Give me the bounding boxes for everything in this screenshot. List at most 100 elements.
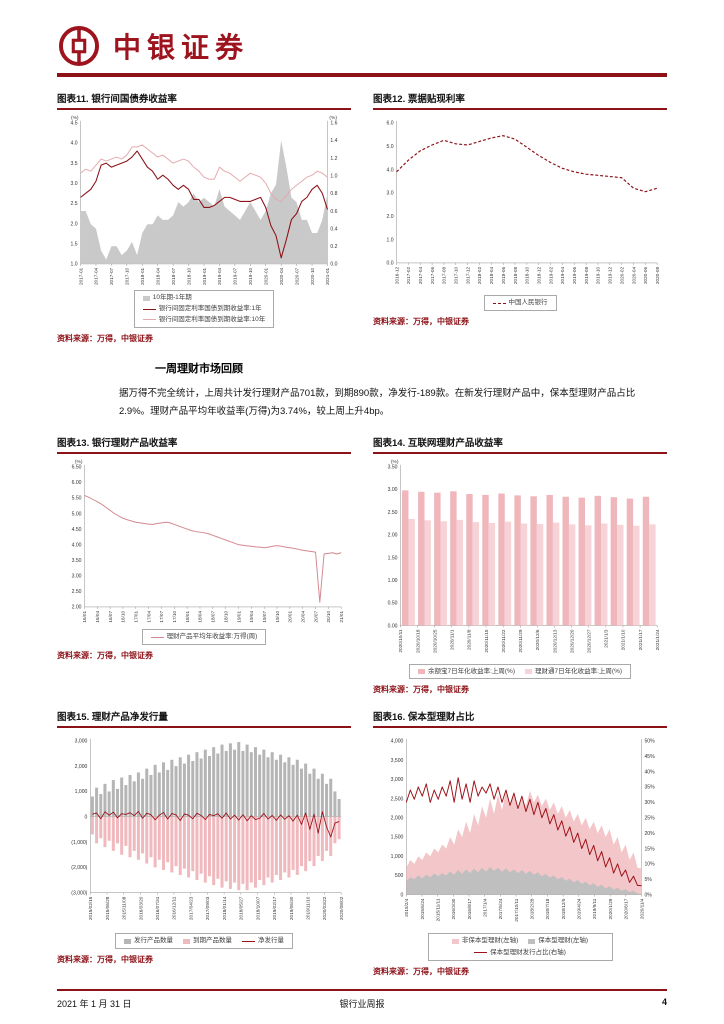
svg-text:2020-04: 2020-04 xyxy=(279,267,284,285)
svg-text:3.50: 3.50 xyxy=(72,558,82,564)
svg-text:0.0: 0.0 xyxy=(330,262,337,268)
svg-text:500: 500 xyxy=(395,873,404,879)
svg-text:1.0: 1.0 xyxy=(330,173,337,179)
legend-item: 保本型理财(左轴) xyxy=(528,936,588,946)
header: 中银证券 xyxy=(57,24,667,77)
svg-text:(1,000): (1,000) xyxy=(71,840,87,846)
review-section: 一周理财市场回顾 据万得不完全统计，上周共计发行理财产品701款，到期890款，… xyxy=(119,360,663,421)
legend-item: 余额宝7日年化收益率:上周(%) xyxy=(417,667,515,677)
svg-text:2017/04/23: 2017/04/23 xyxy=(188,897,193,921)
svg-text:2020/11/22: 2020/11/22 xyxy=(501,629,506,653)
svg-text:0.8: 0.8 xyxy=(330,191,337,197)
svg-text:16/04: 16/04 xyxy=(95,610,100,622)
figure-13-plot: 2.00 2.50 3.00 3.50 4.00 4.50 5.00 5.50 6.00 6.50… xyxy=(57,457,351,629)
figure-11-source: 资料来源：万得，中银证券 xyxy=(57,333,153,343)
svg-text:17/01: 17/01 xyxy=(134,610,139,622)
svg-text:2018-04: 2018-04 xyxy=(489,266,494,284)
figure-13: 图表13. 银行理财产品收益率 2.00 2.50 3.00 3.50 4.00 4.50… xyxy=(57,433,351,696)
svg-text:1.00: 1.00 xyxy=(388,578,398,584)
figure-12: 图表12. 票据贴现利率 0.0 1.0 2.0 3.0 4.0 5.0 6.0 2016-1… xyxy=(373,89,667,344)
svg-text:35%: 35% xyxy=(644,785,655,791)
svg-text:2015/11/08: 2015/11/08 xyxy=(122,897,127,921)
svg-text:2017-08: 2017-08 xyxy=(442,266,447,284)
svg-text:21/01: 21/01 xyxy=(339,610,344,622)
chart12-legend-box: 中国人民银行 xyxy=(483,295,557,312)
svg-text:3.0: 3.0 xyxy=(387,191,394,197)
svg-text:2020/10/18: 2020/10/18 xyxy=(415,629,420,653)
legend-swatch-icon xyxy=(183,938,190,944)
svg-text:2017-04: 2017-04 xyxy=(94,267,99,285)
svg-text:2016/3/30: 2016/3/30 xyxy=(451,898,456,919)
svg-text:2019-02: 2019-02 xyxy=(548,266,553,284)
legend-label: 非保本型理财(左轴) xyxy=(461,937,519,945)
chart16-canvas: 0 500 1,000 1,500 2,000 2,500 3,000 3,500 4,000 0… xyxy=(391,739,655,922)
figure-16-plot: 0 500 1,000 1,500 2,000 2,500 3,000 3,500 4,000 0… xyxy=(373,731,667,932)
svg-text:2020-06: 2020-06 xyxy=(643,266,648,284)
legend-swatch-icon xyxy=(525,668,532,674)
svg-text:20/07: 20/07 xyxy=(313,610,318,622)
svg-text:3.5: 3.5 xyxy=(71,161,78,167)
svg-text:3.0: 3.0 xyxy=(71,181,78,187)
legend-swatch-icon xyxy=(451,938,459,944)
svg-text:3.00: 3.00 xyxy=(388,487,398,493)
svg-text:2016/12/11: 2016/12/11 xyxy=(172,897,177,921)
svg-text:2020/11/8: 2020/11/8 xyxy=(467,629,472,650)
svg-text:19/04: 19/04 xyxy=(249,610,254,622)
legend-label: 到期产品数量 xyxy=(193,937,232,945)
svg-text:2021/1/24: 2021/1/24 xyxy=(655,629,660,650)
figure-15: 图表15. 理财产品净发行量 (3,000) (2,000) (1,000) 0 1,0… xyxy=(57,707,351,976)
legend-item: 非保本型理财(左轴) xyxy=(451,936,519,946)
svg-text:2018-02: 2018-02 xyxy=(477,266,482,284)
svg-text:6.00: 6.00 xyxy=(72,480,82,486)
review-body: 据万得不完全统计，上周共计发行理财产品701款，到期890款，净发行-189款。… xyxy=(119,387,636,417)
svg-text:1,500: 1,500 xyxy=(391,835,404,841)
legend-label: 余额宝7日年化收益率:上周(%) xyxy=(427,667,515,675)
svg-text:2020/11/15: 2020/11/15 xyxy=(484,629,489,653)
figure-16-source: 资料来源：万得，中银证券 xyxy=(373,966,469,976)
svg-text:2018/01/14: 2018/01/14 xyxy=(222,897,227,921)
figure-14-source: 资料来源：万得，中银证券 xyxy=(373,685,469,695)
svg-text:2020/6/17: 2020/6/17 xyxy=(624,898,629,919)
legend-item: 到期产品数量 xyxy=(183,936,232,946)
svg-text:0.2: 0.2 xyxy=(330,244,337,250)
legend-item: 理财通7日年化收益率:上周(%) xyxy=(525,667,622,677)
svg-text:0%: 0% xyxy=(644,893,652,899)
figure-13-source: 资料来源：万得，中银证券 xyxy=(57,650,153,660)
svg-text:2.00: 2.00 xyxy=(72,604,82,610)
svg-text:2018-12: 2018-12 xyxy=(536,266,541,284)
svg-text:3,000: 3,000 xyxy=(391,777,404,783)
svg-text:4.5: 4.5 xyxy=(71,121,78,127)
svg-text:15%: 15% xyxy=(644,847,655,853)
svg-text:2019-12: 2019-12 xyxy=(608,266,613,284)
svg-text:(%): (%) xyxy=(391,459,399,465)
figure-16-title: 图表16. 保本型理财占比 xyxy=(373,707,667,729)
figure-16-legend: 非保本型理财(左轴) 保本型理财(左轴) 保本型理财发行占比(右轴) xyxy=(373,933,667,961)
svg-text:2018/2/28: 2018/2/28 xyxy=(530,898,535,919)
svg-text:2020/10/11: 2020/10/11 xyxy=(398,629,403,653)
svg-text:(%): (%) xyxy=(75,459,83,465)
svg-text:2015/6/24: 2015/6/24 xyxy=(420,898,425,919)
svg-text:40%: 40% xyxy=(644,770,655,776)
svg-text:0.00: 0.00 xyxy=(388,623,398,629)
figure-13-legend: 理财产品平均年收益率:万得(周) xyxy=(57,629,351,645)
svg-text:2017-12: 2017-12 xyxy=(465,266,470,284)
figure-14-plot: 0.00 0.50 1.00 1.50 2.00 2.50 3.00 3.50 (%) 2020/… xyxy=(373,457,667,663)
svg-text:10%: 10% xyxy=(644,862,655,868)
svg-text:1,000: 1,000 xyxy=(391,854,404,860)
figure-11-legend: 10年期-1年期 银行间固定利率国债到期收益率:1年 银行间固定利率国债到期收益率:… xyxy=(57,290,351,328)
figure-15-legend: 发行产品数量 到期产品数量 净发行量 xyxy=(57,933,351,949)
svg-text:2.00: 2.00 xyxy=(388,532,398,538)
svg-text:0.0: 0.0 xyxy=(387,261,394,267)
legend-swatch-icon xyxy=(417,668,425,674)
svg-text:2,500: 2,500 xyxy=(391,797,404,803)
svg-text:2020/12/27: 2020/12/27 xyxy=(586,629,591,653)
svg-text:0: 0 xyxy=(401,893,404,899)
figure-15-plot: (3,000) (2,000) (1,000) 0 1,000 2,000 3,000 201… xyxy=(57,731,351,932)
charts-row-3: 图表15. 理财产品净发行量 (3,000) (2,000) (1,000) 0 1,0… xyxy=(57,707,667,976)
svg-text:0.4: 0.4 xyxy=(330,226,337,232)
svg-text:2017-06: 2017-06 xyxy=(430,266,435,284)
svg-text:2019-01: 2019-01 xyxy=(202,267,207,285)
svg-text:2017-02: 2017-02 xyxy=(406,266,411,284)
figure-14: 图表14. 互联网理财产品收益率 0.00 0.50 1.00 1.50 2.00 2.5… xyxy=(373,433,667,696)
svg-text:18/01: 18/01 xyxy=(185,610,190,622)
